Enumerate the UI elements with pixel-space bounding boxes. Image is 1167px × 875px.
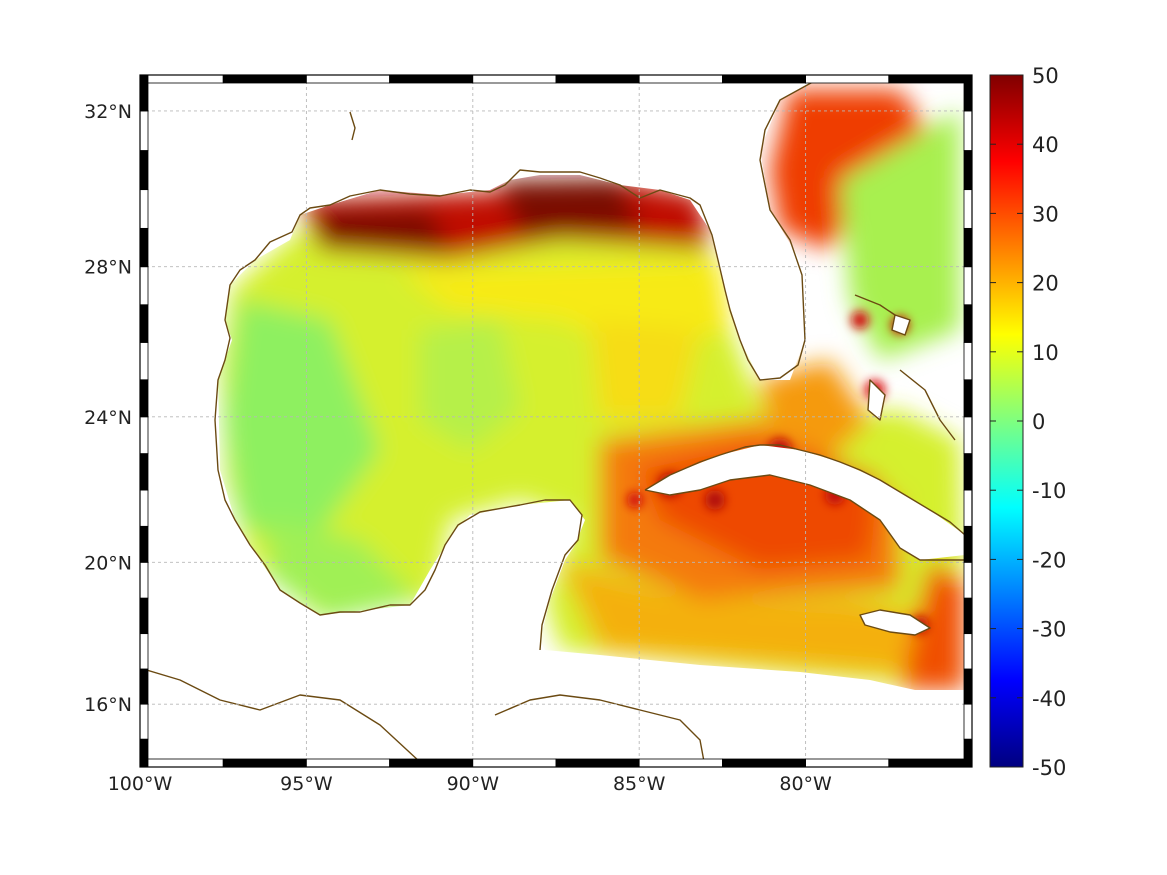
frame-segment: [139, 561, 149, 599]
colorbar-tick-label: -20: [1032, 548, 1066, 572]
frame-segment: [963, 304, 973, 343]
colorbar: 50 40 30 20 10 0 -10 -20 -30 -40 -50: [989, 64, 1066, 780]
colorbar-tick-labels: 50 40 30 20 10 0 -10 -20 -30 -40 -50: [990, 64, 1066, 780]
frame-segment: [139, 758, 224, 768]
colorbar-tick-label: 20: [1032, 272, 1059, 296]
colorbar-tick-label: -50: [1032, 756, 1066, 780]
frame-segment: [222, 74, 307, 84]
frame-segment: [139, 597, 149, 635]
colorbar-tick-label: 0: [1032, 410, 1045, 434]
lon-tick-label: 95°W: [280, 773, 333, 795]
colorbar-tick-label: 50: [1032, 64, 1059, 88]
colorbar-tick-label: 10: [1032, 341, 1059, 365]
frame-segment: [888, 758, 973, 768]
frame-segment: [805, 74, 890, 84]
frame-segment: [555, 758, 640, 768]
frame-segment: [963, 150, 973, 191]
frame-segment: [963, 703, 973, 740]
frame-segment: [139, 266, 149, 306]
frame-segment: [888, 74, 973, 84]
lon-tick-label: 100°W: [108, 773, 173, 795]
latitude-tick-labels: 32°N 28°N 24°N 20°N 16°N: [84, 101, 132, 716]
frame-segment: [389, 758, 474, 768]
frame-segment: [222, 758, 307, 768]
frame-segment: [805, 758, 890, 768]
frame-segment: [963, 561, 973, 599]
frame-segment: [139, 633, 149, 670]
frame-segment: [638, 74, 723, 84]
frame-segment: [963, 266, 973, 306]
frame-segment: [638, 758, 723, 768]
lat-tick-label: 32°N: [84, 101, 132, 123]
frame-segment: [555, 74, 640, 84]
frame-border: [139, 74, 973, 768]
frame-segment: [472, 74, 557, 84]
frame-segment: [139, 453, 149, 491]
lon-tick-label: 90°W: [447, 773, 500, 795]
frame-segment: [139, 110, 149, 151]
frame-segment: [963, 227, 973, 268]
frame-segment: [963, 738, 973, 768]
frame-segment: [963, 668, 973, 705]
frame-segment: [963, 379, 973, 418]
frame-segment: [139, 227, 149, 268]
frame-segment: [139, 489, 149, 527]
lat-tick-label: 20°N: [84, 552, 132, 574]
colorbar-tick-label: 40: [1032, 133, 1059, 157]
frame-segment: [139, 150, 149, 191]
frame-segment: [389, 74, 474, 84]
coastline: [140, 77, 966, 767]
colorbar-tick-label: -30: [1032, 618, 1066, 642]
land-mask: [140, 75, 972, 767]
lon-tick-label: 80°W: [779, 773, 832, 795]
lon-tick-label: 85°W: [613, 773, 666, 795]
frame-segment: [305, 74, 390, 84]
frame-segment: [305, 758, 390, 768]
map-frame: [139, 74, 973, 768]
frame-segment: [139, 379, 149, 418]
frame-segment: [472, 758, 557, 768]
frame-segment: [963, 74, 973, 112]
longitude-tick-labels: 100°W 95°W 90°W 85°W 80°W: [108, 773, 832, 795]
lat-tick-label: 24°N: [84, 407, 132, 429]
lat-tick-label: 16°N: [84, 694, 132, 716]
frame-segment: [139, 304, 149, 343]
frame-segment: [963, 342, 973, 381]
frame-segment: [963, 189, 973, 229]
colorbar-tick-label: -40: [1032, 687, 1066, 711]
frame-segment: [139, 416, 149, 454]
frame-segment: [139, 525, 149, 563]
frame-segment: [963, 416, 973, 454]
frame-segment: [139, 738, 149, 768]
frame-segment: [139, 342, 149, 381]
frame-segment: [963, 597, 973, 635]
frame-segment: [139, 74, 224, 84]
frame-segment: [963, 489, 973, 527]
frame-segment: [963, 110, 973, 151]
gridlines: [140, 75, 972, 767]
frame-segment: [722, 758, 807, 768]
frame-segment: [963, 525, 973, 563]
lat-tick-label: 28°N: [84, 257, 132, 279]
frame-segment: [139, 703, 149, 740]
frame-segment: [139, 668, 149, 705]
frame-segment: [963, 633, 973, 670]
frame-segment: [963, 453, 973, 491]
frame-segment: [139, 189, 149, 229]
colorbar-tick-label: 30: [1032, 202, 1059, 226]
frame-segment: [139, 74, 149, 112]
frame-segment: [722, 74, 807, 84]
colorbar-tick-label: -10: [1032, 479, 1066, 503]
